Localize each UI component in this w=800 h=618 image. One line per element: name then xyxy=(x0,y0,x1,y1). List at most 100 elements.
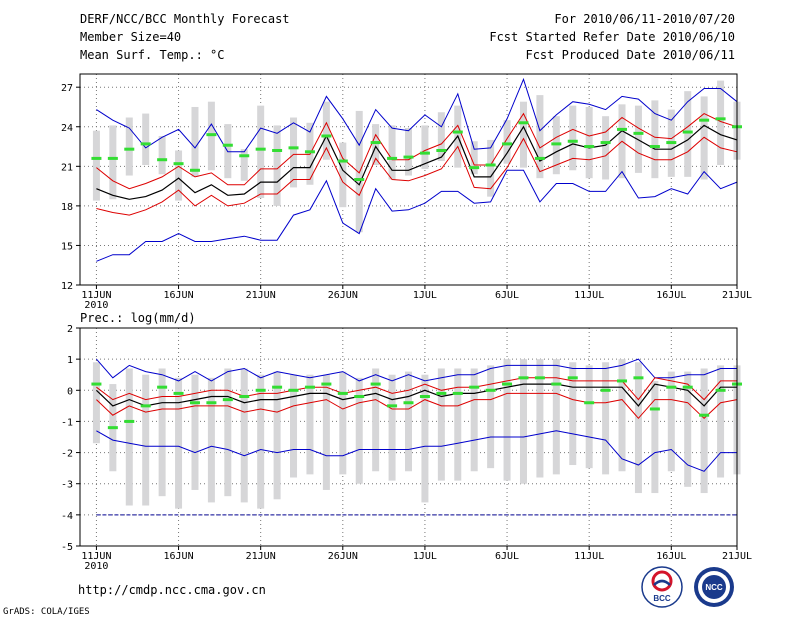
obs-marker xyxy=(666,141,677,145)
obs-marker xyxy=(91,382,102,386)
forecast-period: For 2010/06/11-2010/07/20 xyxy=(554,12,735,26)
ensemble-box xyxy=(700,96,708,180)
obs-marker xyxy=(387,404,398,408)
obs-marker xyxy=(239,395,250,399)
ensemble-box xyxy=(388,374,396,481)
ensemble-box xyxy=(339,142,347,208)
obs-marker xyxy=(617,379,628,383)
ensemble-box xyxy=(339,371,347,475)
ensemble-box xyxy=(470,141,478,175)
plot-frame xyxy=(79,73,738,286)
obs-marker xyxy=(502,142,513,146)
max-line xyxy=(96,77,738,153)
ensemble-box xyxy=(684,91,692,177)
obs-marker xyxy=(124,419,135,423)
ensemble-box xyxy=(487,139,495,197)
obs-marker xyxy=(567,376,578,380)
obs-marker xyxy=(173,162,184,166)
x-tick-label: 6JUL xyxy=(495,551,519,562)
x-tick-year: 2010 xyxy=(84,300,108,311)
obs-marker xyxy=(469,385,480,389)
ncc-logo: NCC xyxy=(694,567,734,607)
x-tick-label: 11JUL xyxy=(574,290,604,301)
ensemble-box xyxy=(421,374,429,503)
ensemble-box xyxy=(306,374,314,475)
ensemble-box xyxy=(92,362,100,444)
ensemble-box xyxy=(191,374,199,490)
ensemble-box xyxy=(569,362,577,466)
obs-marker xyxy=(91,156,102,160)
x-tick-label: 26JUN xyxy=(328,290,358,301)
ensemble-box xyxy=(602,116,610,180)
ensemble-box xyxy=(503,359,511,481)
obs-marker xyxy=(600,141,611,145)
x-tick-label: 16JUL xyxy=(656,551,686,562)
ensemble-box xyxy=(405,371,412,472)
plus-sigma-line xyxy=(96,377,737,401)
ensemble-box xyxy=(618,359,626,472)
precip-panel-title: Prec.: log(mm/d) xyxy=(80,311,196,325)
obs-marker xyxy=(485,163,496,167)
obs-marker xyxy=(403,155,414,159)
obs-marker xyxy=(436,391,447,395)
ensemble-mean-line xyxy=(95,383,737,407)
fcst-started-date: Fcst Started Refer Date 2010/06/10 xyxy=(489,30,735,44)
grads-credit: GrADS: COLA/IGES xyxy=(3,607,90,617)
ensemble-box xyxy=(634,362,642,494)
obs-marker xyxy=(272,385,283,389)
obs-marker xyxy=(107,156,118,160)
ensemble-box xyxy=(372,368,380,472)
ensemble-box xyxy=(717,365,725,478)
source-url[interactable]: http://cmdp.ncc.cma.gov.cn xyxy=(78,583,266,597)
obs-marker xyxy=(189,168,200,172)
obs-marker xyxy=(649,145,660,149)
obs-marker xyxy=(617,127,628,131)
y-tick-label: -2 xyxy=(61,449,73,460)
obs-marker xyxy=(255,388,266,392)
plus-sigma-line xyxy=(96,112,738,190)
obs-marker xyxy=(485,388,496,392)
obs-marker xyxy=(321,382,332,386)
ensemble-box xyxy=(273,371,281,500)
obs-marker xyxy=(699,118,710,122)
obs-marker xyxy=(419,395,430,399)
obs-marker xyxy=(452,391,463,395)
ensemble-box xyxy=(109,125,117,200)
bcc-logo-text: BCC xyxy=(653,594,671,603)
ncc-logo-text: NCC xyxy=(705,583,723,592)
ensemble-box xyxy=(290,374,298,478)
obs-marker xyxy=(354,395,365,399)
ensemble-box xyxy=(175,150,183,201)
obs-marker xyxy=(715,117,726,121)
obs-marker xyxy=(551,142,562,146)
y-tick-label: 1 xyxy=(67,355,73,366)
y-tick-label: 15 xyxy=(61,241,73,252)
obs-marker xyxy=(288,388,299,392)
obs-marker xyxy=(649,407,660,411)
ensemble-box xyxy=(175,377,183,509)
ensemble-box xyxy=(536,95,544,179)
ensemble-box xyxy=(322,374,330,490)
obs-marker xyxy=(304,150,315,154)
x-tick-label: 11JUL xyxy=(574,551,604,562)
obs-marker xyxy=(157,158,168,162)
obs-marker xyxy=(452,130,463,134)
obs-marker xyxy=(403,401,414,405)
variable-label: Mean Surf. Temp.: °C xyxy=(80,48,225,62)
ensemble-box xyxy=(536,359,544,478)
ensemble-box xyxy=(125,368,133,506)
ensemble-box xyxy=(437,368,445,481)
minus-sigma-line xyxy=(96,136,738,216)
member-size: Member Size=40 xyxy=(80,30,181,44)
ensemble-box xyxy=(355,377,363,484)
ensemble-box xyxy=(651,380,659,494)
obs-marker xyxy=(600,388,611,392)
obs-marker xyxy=(633,376,644,380)
ensemble-box xyxy=(569,105,577,171)
y-tick-label: 0 xyxy=(67,386,73,397)
ensemble-box xyxy=(585,365,593,469)
ensemble-box xyxy=(700,368,708,494)
obs-marker xyxy=(124,147,135,151)
